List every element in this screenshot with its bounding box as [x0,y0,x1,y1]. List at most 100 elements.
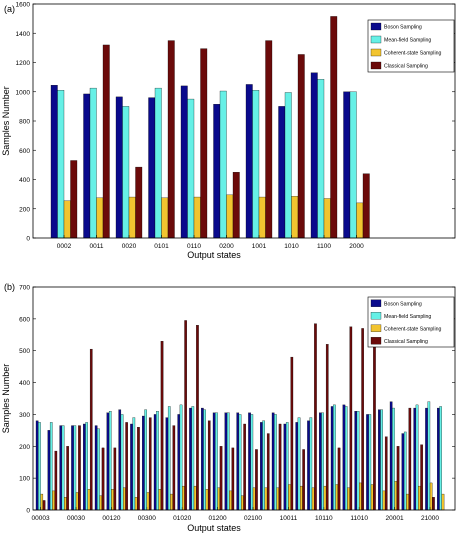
legend-swatch [370,48,382,57]
bar [283,423,287,511]
bar [285,422,289,511]
bar [172,425,176,511]
bar [264,487,268,511]
bar [66,446,69,511]
panel-label: (a) [4,4,15,14]
bar [156,411,159,511]
bar [238,414,242,511]
bar [205,489,209,511]
y-tick-label: 1600 [16,2,31,9]
bar [134,497,138,511]
bar [406,493,409,511]
bar [78,425,81,511]
bar [83,93,91,239]
bar [290,356,294,511]
bar [54,450,58,511]
bar [229,490,232,511]
legend-entry: Boson Sampling [384,25,422,31]
y-tick-label: 1200 [16,60,31,67]
bar [35,420,39,511]
bar [413,407,417,511]
bar [370,484,374,511]
x-tick-label: 0200 [219,243,234,250]
bar [266,433,270,511]
series-meanfield [38,401,442,511]
y-axis-label: Samples Number [1,364,11,434]
panel-label: (b) [4,282,15,292]
bar [437,407,440,511]
bar [75,492,79,511]
bar [137,427,140,511]
chart-panel-b: (b) 0 100 200 300 400 500 600 700 00003 00030 00120… [1,282,456,533]
bar [102,44,110,239]
bar [300,485,303,511]
legend-swatch [370,324,382,332]
legend-entry: Mean-field Sampling [384,38,431,44]
bar [63,200,71,239]
bar [243,423,246,511]
bar [439,406,442,511]
bar [193,196,201,239]
y-tick-label: 600 [19,316,30,323]
y-tick-label: 300 [19,412,30,419]
bar [262,420,265,511]
legend-entry: Coherent-state Sampling [384,326,441,332]
bar [317,79,325,239]
bar [250,414,254,511]
x-tick-label: 11010 [350,515,368,522]
bar [342,404,346,511]
bar [427,401,431,511]
bar [148,97,156,239]
bar [85,422,88,511]
bar [319,412,322,511]
bar [288,484,291,511]
bar [368,414,372,511]
plot-area-frame [32,286,456,511]
y-tick-label: 200 [19,444,30,451]
bar [330,406,334,511]
bar [113,447,117,511]
bar [189,407,192,511]
x-tick-label: 10011 [280,515,298,522]
legend-box [367,19,455,73]
bar [295,422,299,511]
bar [344,406,348,511]
y-tick-label: 600 [19,148,30,155]
bar [415,404,419,511]
y-tick-label: 200 [19,206,30,213]
bar [392,407,395,511]
y-tick-label: 100 [19,476,30,483]
bar [366,414,369,511]
bar [115,96,123,239]
bar [179,404,183,511]
bar [64,497,67,511]
bar [309,417,313,511]
bar [226,194,234,239]
bar [356,411,360,511]
legend: Boson Sampling Mean-field Sampling Coheren… [367,296,455,348]
bar [213,104,221,239]
bar [207,420,211,511]
bar [106,412,110,511]
legend-swatch [370,312,382,320]
bar [87,489,91,511]
legend-entry: Coherent-state Sampling [384,51,441,57]
x-tick-label: 1010 [284,243,299,250]
bar [255,449,258,511]
legend: Boson Sampling Mean-field Sampling Coheren… [367,19,455,73]
bar [314,323,317,511]
bar [252,90,260,239]
x-tick-label: 1001 [252,243,267,250]
bar [50,85,58,239]
legend-swatch [370,299,382,307]
bar [224,412,228,511]
legend-swatch [370,35,382,44]
bar [354,411,358,511]
bar [380,409,383,511]
legend-box [367,296,455,348]
bar [260,422,263,511]
bar [52,490,55,511]
bar [278,423,282,511]
legend-entry: Boson Sampling [384,301,422,307]
